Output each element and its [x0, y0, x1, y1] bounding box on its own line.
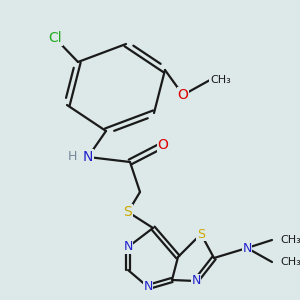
Text: CH₃: CH₃ [210, 75, 231, 85]
Text: N: N [191, 274, 201, 287]
Text: Cl: Cl [48, 31, 62, 45]
Text: O: O [178, 88, 188, 102]
Text: CH₃: CH₃ [280, 257, 300, 267]
Text: CH₃: CH₃ [280, 235, 300, 245]
Text: N: N [83, 150, 93, 164]
Text: S: S [197, 227, 205, 241]
Text: N: N [143, 280, 153, 293]
Text: N: N [123, 241, 133, 254]
Text: O: O [158, 138, 168, 152]
Text: S: S [124, 205, 132, 219]
Text: H: H [67, 151, 77, 164]
Text: N: N [242, 242, 252, 254]
